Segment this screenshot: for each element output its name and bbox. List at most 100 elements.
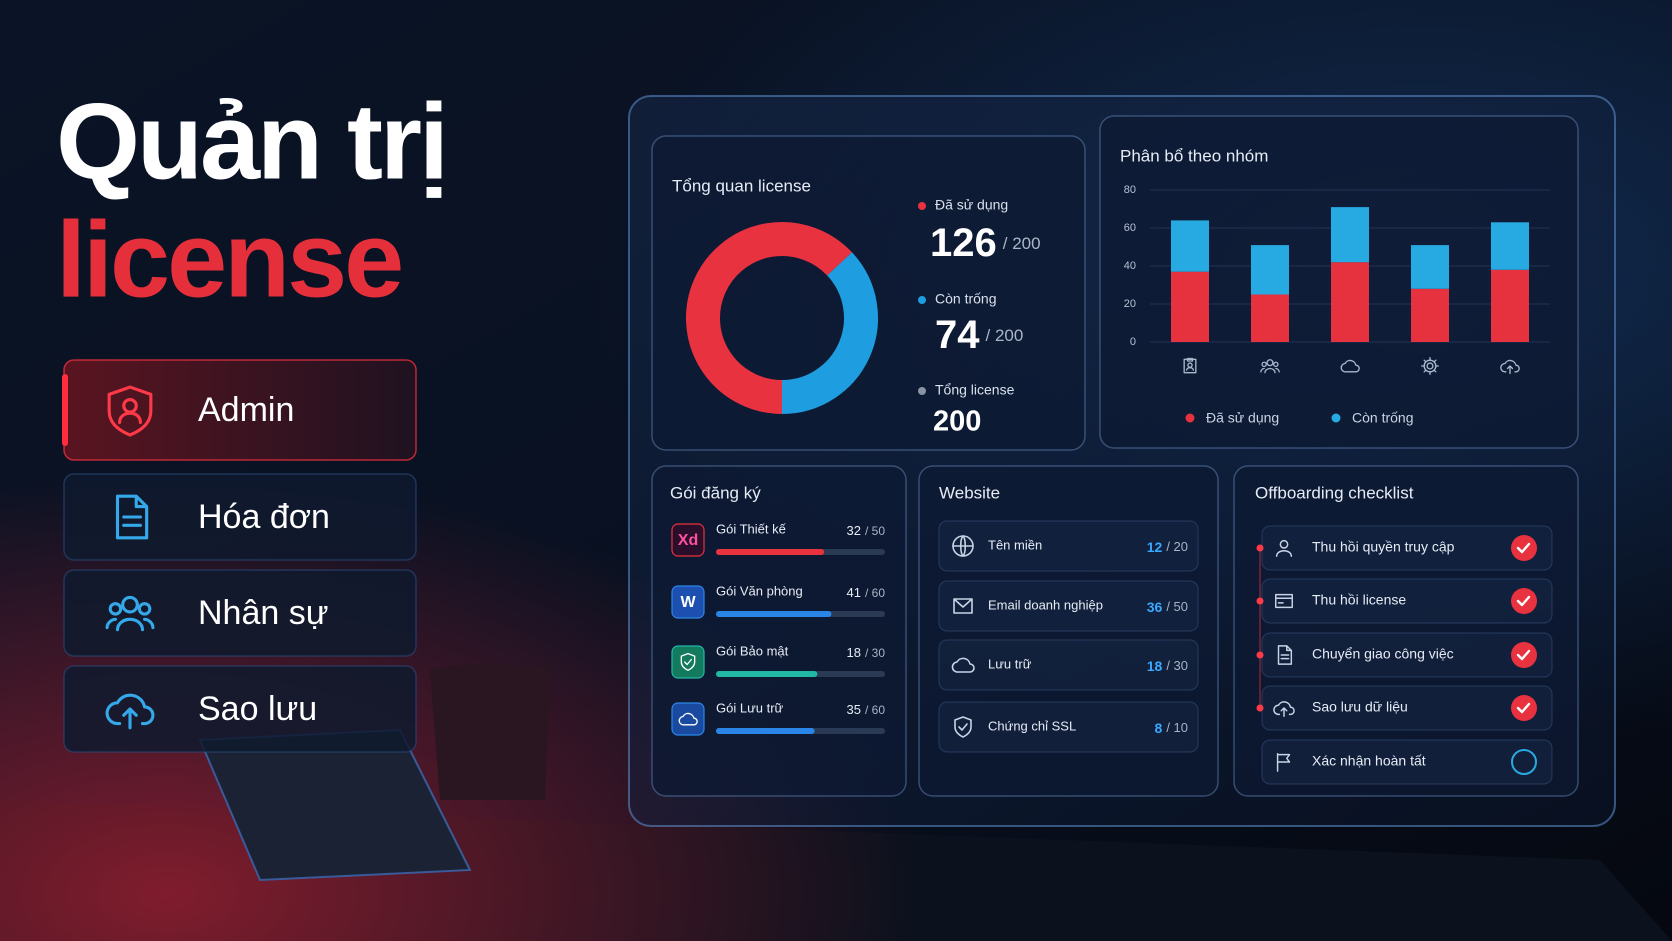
- item-count: 8/ 10: [1155, 720, 1188, 736]
- menu-label[interactable]: Nhân sự: [198, 594, 329, 632]
- menu-button[interactable]: [63, 473, 417, 561]
- card-title: Gói đăng ký: [670, 483, 761, 502]
- icon-part: [954, 716, 972, 738]
- icon-part: [1421, 357, 1440, 376]
- menu-label[interactable]: Admin: [198, 391, 294, 429]
- checklist-label: Sao lưu dữ liệu: [1312, 699, 1408, 715]
- progress-fill: [716, 549, 825, 555]
- icon-part: [1273, 701, 1295, 717]
- count-total: / 50: [865, 524, 885, 538]
- check-mark: [1516, 649, 1531, 661]
- card-title: Tổng quan license: [672, 176, 811, 195]
- icon-part: [1500, 359, 1520, 375]
- menu-item[interactable]: Nhân sự: [63, 569, 417, 657]
- icon: [105, 693, 155, 730]
- bar-segment: [1251, 294, 1289, 342]
- website-row: [938, 639, 1199, 691]
- icon-part: [1266, 359, 1274, 367]
- checklist-label: Thu hồi license: [1312, 592, 1406, 608]
- count-used: 18: [1147, 658, 1163, 674]
- website-row: [938, 580, 1199, 632]
- icon-part: [105, 693, 155, 730]
- stat-total: / 200: [986, 326, 1024, 345]
- bar-segment: [1331, 207, 1369, 263]
- timeline-dot: [1256, 597, 1264, 605]
- stat-label: Tổng license: [935, 382, 1015, 398]
- y-tick-label: 60: [1124, 222, 1136, 234]
- timeline-dot: [1256, 544, 1264, 552]
- icon-part: [107, 385, 153, 437]
- count-total: / 30: [865, 646, 885, 660]
- subscriptions-card: [651, 465, 907, 797]
- check-mark: [1516, 595, 1531, 607]
- icon: [953, 598, 973, 614]
- icon: [954, 716, 972, 738]
- app-icon-text: W: [680, 594, 696, 611]
- app-icon: [671, 585, 705, 619]
- y-tick-label: 40: [1124, 260, 1136, 272]
- menu-item[interactable]: Hóa đơn: [63, 473, 417, 561]
- icon: [1340, 359, 1360, 373]
- icon: [1275, 539, 1293, 557]
- app-icon: [671, 702, 705, 736]
- icon-part: [1186, 367, 1195, 371]
- icon-part: [118, 411, 142, 425]
- stat-total: / 200: [1003, 234, 1041, 253]
- stat-label: Còn trống: [935, 291, 996, 307]
- icon-part: [953, 598, 973, 614]
- bar-segment: [1331, 262, 1369, 342]
- stat-label: Đã sử dụng: [935, 197, 1008, 213]
- icon: [1183, 357, 1197, 374]
- legend-dot: [1185, 413, 1195, 423]
- checklist-label: Thu hồi quyền truy cập: [1312, 539, 1455, 555]
- icon: [680, 653, 696, 672]
- icon-part: [1426, 362, 1434, 370]
- menu-button[interactable]: [63, 569, 417, 657]
- y-tick-label: 0: [1130, 336, 1136, 348]
- bar-segment: [1411, 288, 1449, 342]
- menu-item[interactable]: Admin: [62, 359, 417, 461]
- app-icon-text: Xd: [678, 532, 698, 549]
- card-title: Website: [939, 483, 1000, 502]
- check-mark: [1516, 702, 1531, 714]
- icon-part: [115, 494, 149, 540]
- icon: [105, 595, 155, 632]
- icon: [1421, 357, 1440, 376]
- check-pending: [1511, 749, 1537, 775]
- icon-part: [1423, 359, 1437, 373]
- icon: [678, 712, 698, 726]
- bar-segment: [1171, 271, 1209, 342]
- checklist-label: Chuyển giao công việc: [1312, 646, 1454, 662]
- legend-label: Đã sử dụng: [1206, 410, 1279, 426]
- icon-part: [108, 602, 123, 616]
- count-used: 41: [847, 585, 861, 600]
- item-count: 32 / 50: [847, 523, 886, 538]
- item-name: Gói Văn phòng: [716, 583, 803, 598]
- count-total: / 20: [1166, 539, 1188, 554]
- check-mark: [1516, 542, 1531, 554]
- count-used: 32: [847, 523, 861, 538]
- item-count: 18/ 30: [847, 645, 886, 660]
- legend-label: Còn trống: [1352, 410, 1413, 426]
- menu-button[interactable]: [63, 665, 417, 753]
- card-title: Phân bổ theo nhóm: [1120, 146, 1268, 165]
- icon-part: [137, 602, 152, 616]
- icon-part: [680, 653, 696, 672]
- item-name: Gói Lưu trữ: [716, 700, 784, 715]
- app-icon: [671, 523, 705, 557]
- card-title: Offboarding checklist: [1255, 483, 1414, 502]
- legend-dot: [918, 387, 926, 395]
- menu-item[interactable]: Sao lưu: [63, 665, 417, 753]
- icon: [1276, 753, 1291, 772]
- icon: [951, 657, 975, 673]
- progress-fill: [716, 611, 832, 617]
- legend-dot: [918, 296, 926, 304]
- bar-segment: [1491, 222, 1529, 270]
- menu-label[interactable]: Hóa đơn: [198, 498, 330, 536]
- item-count: 18/ 30: [1147, 658, 1188, 674]
- timeline-dot: [1256, 704, 1264, 712]
- count-used: 36: [1147, 599, 1163, 615]
- menu-label[interactable]: Sao lưu: [198, 690, 317, 728]
